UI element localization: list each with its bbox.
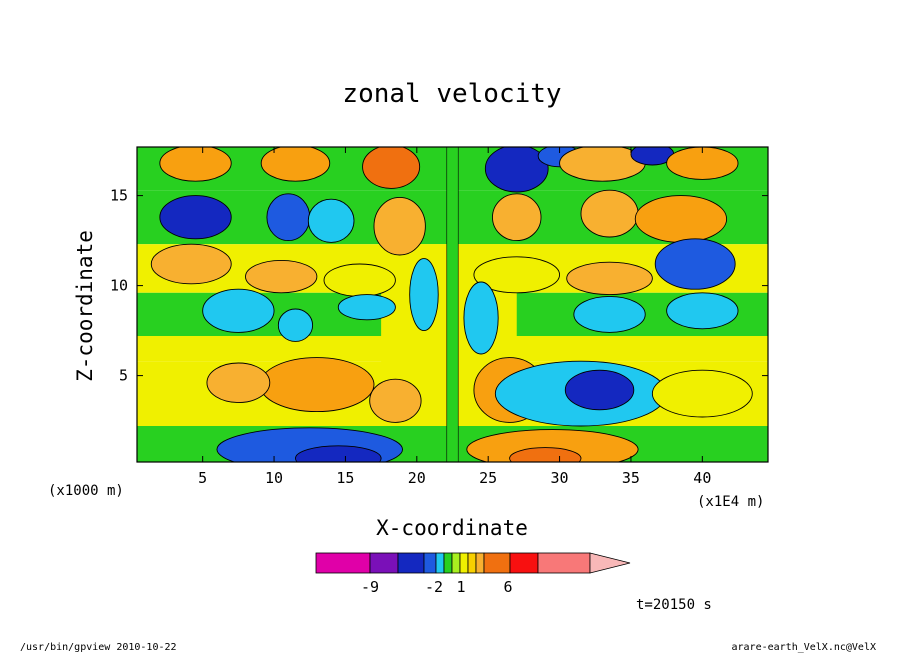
contour-blob [566, 261, 653, 296]
contour-blob [492, 193, 542, 242]
x-tick-label: 35 [622, 469, 640, 487]
contour-blob [369, 378, 422, 423]
x-tick-label: 10 [265, 469, 283, 487]
x-axis-label: X-coordinate [376, 516, 528, 540]
contour-blob [466, 429, 639, 462]
colorbar-segment [475, 552, 485, 574]
colorbar-tick-label: -2 [425, 578, 443, 596]
contour-blob [202, 288, 275, 333]
contour-blob [323, 263, 396, 297]
x-tick-label: 40 [693, 469, 711, 487]
x-tick-label: 30 [551, 469, 569, 487]
contour-blob [509, 447, 582, 462]
contour-blob [259, 357, 375, 413]
contour-blob [362, 147, 421, 189]
x-tick-label: 20 [408, 469, 426, 487]
contour-blob [634, 195, 728, 243]
contour-blob [150, 243, 232, 285]
contour-blob [277, 308, 314, 342]
colorbar-segment [423, 552, 437, 574]
y-axis-label: Z-coordinate [73, 230, 97, 382]
y-tick-label: 15 [110, 187, 128, 205]
colorbar-segment [435, 552, 445, 574]
contour-blob [666, 292, 739, 330]
x-unit-right: (x1E4 m) [697, 494, 764, 510]
colorbar-segment [397, 552, 425, 574]
contour-blob [337, 294, 396, 321]
colorbar-segment [369, 552, 399, 574]
chart-title: zonal velocity [342, 79, 561, 109]
contour-blob [580, 189, 639, 238]
y-tick-label: 5 [119, 367, 128, 385]
colorbar-segment [443, 552, 453, 574]
contour-blob [573, 295, 646, 333]
contour-blob [373, 196, 426, 256]
contour-blob [260, 147, 331, 182]
contour-field [137, 147, 768, 462]
y-tick-label: 10 [110, 277, 128, 295]
x-tick-label: 5 [198, 469, 207, 487]
contour-blob [564, 369, 635, 411]
colorbar-arrow [589, 552, 631, 574]
colorbar-segment [459, 552, 469, 574]
footer-left: /usr/bin/gpview 2010-10-22 [20, 642, 177, 653]
colorbar-tick-label: -9 [361, 578, 379, 596]
contour-blob [666, 147, 739, 180]
contour-blob [295, 445, 382, 462]
contour-blob [245, 259, 318, 294]
plot-frame [136, 146, 769, 463]
colorbar-segment [315, 552, 371, 574]
time-label: t=20150 s [636, 597, 712, 613]
colorbar-segment [509, 552, 539, 574]
contour-blob [654, 238, 736, 290]
colorbar: -9 -2 1 6 [315, 552, 631, 596]
x-unit-left: (x1000 m) [48, 483, 124, 499]
footer-right: arare-earth_VelX.nc@VelX [732, 642, 877, 653]
colorbar-segment [537, 552, 591, 574]
x-tick-label: 25 [479, 469, 497, 487]
y-axis-ticks: 5 10 15 [110, 187, 768, 385]
contour-blob [651, 369, 753, 418]
colorbar-segment [451, 552, 461, 574]
contour-blob [307, 198, 355, 243]
colorbar-tick-label: 1 [456, 578, 465, 596]
contour-blob [484, 147, 549, 193]
x-axis-ticks: 5 10 15 20 25 30 35 40 [198, 147, 711, 487]
contour-blob [159, 195, 232, 240]
contour-blob [266, 193, 311, 242]
contour-blob [206, 362, 271, 404]
colorbar-segment [467, 552, 477, 574]
colorbar-tick-label: 6 [503, 578, 512, 596]
contour-blob [159, 147, 232, 182]
contour-blob [473, 256, 561, 294]
central-jet [446, 147, 459, 462]
contour-blob [409, 258, 439, 332]
x-tick-label: 15 [336, 469, 354, 487]
contour-blob [463, 281, 499, 355]
colorbar-segment [483, 552, 511, 574]
